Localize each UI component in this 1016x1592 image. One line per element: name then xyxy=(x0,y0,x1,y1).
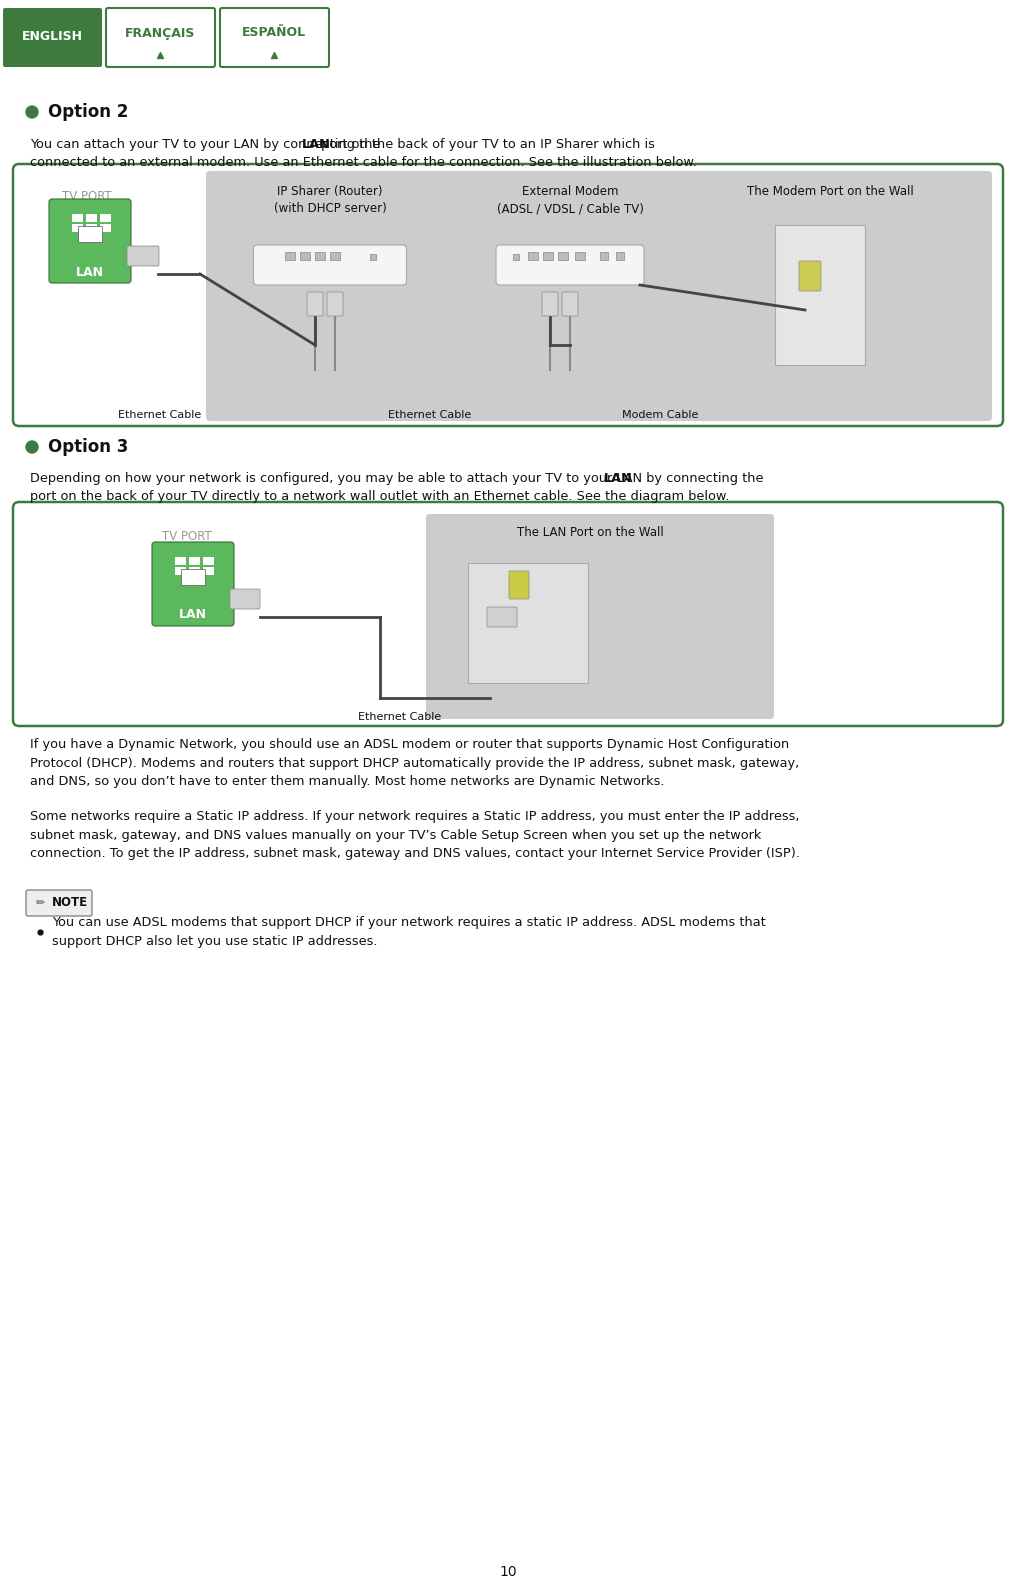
Text: The LAN Port on the Wall: The LAN Port on the Wall xyxy=(516,525,663,540)
FancyBboxPatch shape xyxy=(230,589,260,610)
Text: Depending on how your network is configured, you may be able to attach your TV t: Depending on how your network is configu… xyxy=(30,471,768,486)
Bar xyxy=(86,224,97,232)
Text: 10: 10 xyxy=(499,1565,517,1579)
Text: ENGLISH: ENGLISH xyxy=(21,30,82,43)
Text: connected to an external modem. Use an Ethernet cable for the connection. See th: connected to an external modem. Use an E… xyxy=(30,156,697,169)
FancyBboxPatch shape xyxy=(3,8,102,67)
Circle shape xyxy=(26,107,38,118)
FancyBboxPatch shape xyxy=(127,247,158,266)
Text: LAN: LAN xyxy=(179,608,207,621)
Bar xyxy=(616,252,624,259)
FancyBboxPatch shape xyxy=(307,291,323,315)
Text: Ethernet Cable: Ethernet Cable xyxy=(359,712,442,723)
Text: LAN: LAN xyxy=(605,471,633,486)
Text: TV PORT: TV PORT xyxy=(62,189,112,204)
Bar xyxy=(203,557,214,565)
Bar xyxy=(528,252,538,259)
Bar xyxy=(175,557,186,565)
Text: LAN: LAN xyxy=(76,266,104,279)
Text: FRANÇAIS: FRANÇAIS xyxy=(125,27,195,40)
Text: External Modem
(ADSL / VDSL / Cable TV): External Modem (ADSL / VDSL / Cable TV) xyxy=(497,185,643,215)
Text: Option 2: Option 2 xyxy=(48,103,128,121)
Bar xyxy=(189,567,200,575)
Bar xyxy=(315,252,325,259)
Text: Some networks require a Static IP address. If your network requires a Static IP : Some networks require a Static IP addres… xyxy=(30,810,800,860)
FancyBboxPatch shape xyxy=(220,8,329,67)
FancyBboxPatch shape xyxy=(254,245,406,285)
Bar xyxy=(330,252,340,259)
Text: port on the back of your TV directly to a network wall outlet with an Ethernet c: port on the back of your TV directly to … xyxy=(30,490,729,503)
Bar xyxy=(370,255,376,259)
Text: IP Sharer (Router)
(with DHCP server): IP Sharer (Router) (with DHCP server) xyxy=(273,185,386,215)
Text: LAN: LAN xyxy=(302,139,330,151)
Text: Option 3: Option 3 xyxy=(48,438,128,455)
Text: You can attach your TV to your LAN by connecting the: You can attach your TV to your LAN by co… xyxy=(30,139,385,151)
Text: NOTE: NOTE xyxy=(52,896,88,909)
FancyBboxPatch shape xyxy=(49,199,131,283)
Bar xyxy=(513,255,519,259)
Bar xyxy=(72,224,83,232)
Bar xyxy=(175,567,186,575)
Circle shape xyxy=(26,441,38,454)
Bar xyxy=(285,252,295,259)
FancyBboxPatch shape xyxy=(562,291,578,315)
Bar xyxy=(775,224,865,365)
Bar xyxy=(575,252,585,259)
Text: Modem Cable: Modem Cable xyxy=(622,411,698,420)
FancyBboxPatch shape xyxy=(106,8,215,67)
FancyBboxPatch shape xyxy=(799,261,821,291)
Bar xyxy=(543,252,553,259)
Bar xyxy=(78,226,102,242)
Bar xyxy=(181,568,205,584)
Bar xyxy=(86,213,97,221)
FancyBboxPatch shape xyxy=(152,541,234,626)
Text: Ethernet Cable: Ethernet Cable xyxy=(119,411,201,420)
FancyBboxPatch shape xyxy=(509,572,529,599)
Bar xyxy=(558,252,568,259)
FancyBboxPatch shape xyxy=(496,245,644,285)
FancyBboxPatch shape xyxy=(26,890,92,915)
Text: port on the back of your TV to an IP Sharer which is: port on the back of your TV to an IP Sha… xyxy=(317,139,655,151)
Bar xyxy=(468,564,588,683)
Text: If you have a Dynamic Network, you should use an ADSL modem or router that suppo: If you have a Dynamic Network, you shoul… xyxy=(30,739,800,788)
FancyBboxPatch shape xyxy=(327,291,343,315)
Bar xyxy=(189,557,200,565)
FancyBboxPatch shape xyxy=(426,514,774,720)
FancyBboxPatch shape xyxy=(542,291,558,315)
Bar xyxy=(100,213,111,221)
Text: Ethernet Cable: Ethernet Cable xyxy=(388,411,471,420)
FancyBboxPatch shape xyxy=(487,607,517,627)
Bar xyxy=(203,567,214,575)
FancyBboxPatch shape xyxy=(13,501,1003,726)
Bar xyxy=(300,252,310,259)
Text: TV PORT: TV PORT xyxy=(162,530,211,543)
FancyBboxPatch shape xyxy=(206,170,992,420)
Bar xyxy=(72,213,83,221)
Text: ✏: ✏ xyxy=(36,898,46,907)
Text: You can use ADSL modems that support DHCP if your network requires a static IP a: You can use ADSL modems that support DHC… xyxy=(52,917,766,947)
Text: The Modem Port on the Wall: The Modem Port on the Wall xyxy=(747,185,913,197)
Text: ESPAÑOL: ESPAÑOL xyxy=(242,27,306,40)
Bar xyxy=(100,224,111,232)
FancyBboxPatch shape xyxy=(13,164,1003,427)
Bar xyxy=(600,252,608,259)
